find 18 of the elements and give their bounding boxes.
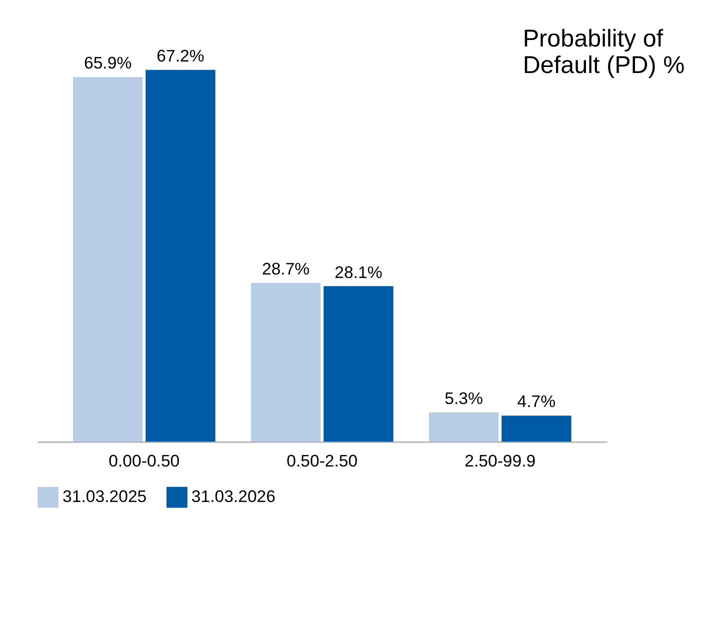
- chart-title: Probability of Default (PD) %: [522, 26, 685, 79]
- bar: [250, 282, 321, 442]
- legend-label: 31.03.2026: [191, 487, 276, 506]
- data-label: 4.7%: [517, 392, 556, 412]
- bar: [146, 70, 216, 442]
- bar: [428, 412, 499, 442]
- bar: [72, 77, 143, 442]
- legend-label: 31.03.2025: [62, 487, 147, 506]
- data-label: 65.9%: [84, 54, 132, 73]
- data-label: 5.3%: [444, 388, 483, 408]
- bar: [324, 286, 394, 442]
- bar: [502, 416, 572, 442]
- x-tick-label: 2.50-99.9: [464, 451, 536, 470]
- x-tick-label: 0.00-0.50: [108, 451, 180, 470]
- data-label: 28.1%: [334, 262, 382, 282]
- x-tick-label: 0.50-2.50: [286, 451, 358, 470]
- data-label: 28.7%: [262, 259, 310, 278]
- data-label: 67.2%: [156, 46, 204, 66]
